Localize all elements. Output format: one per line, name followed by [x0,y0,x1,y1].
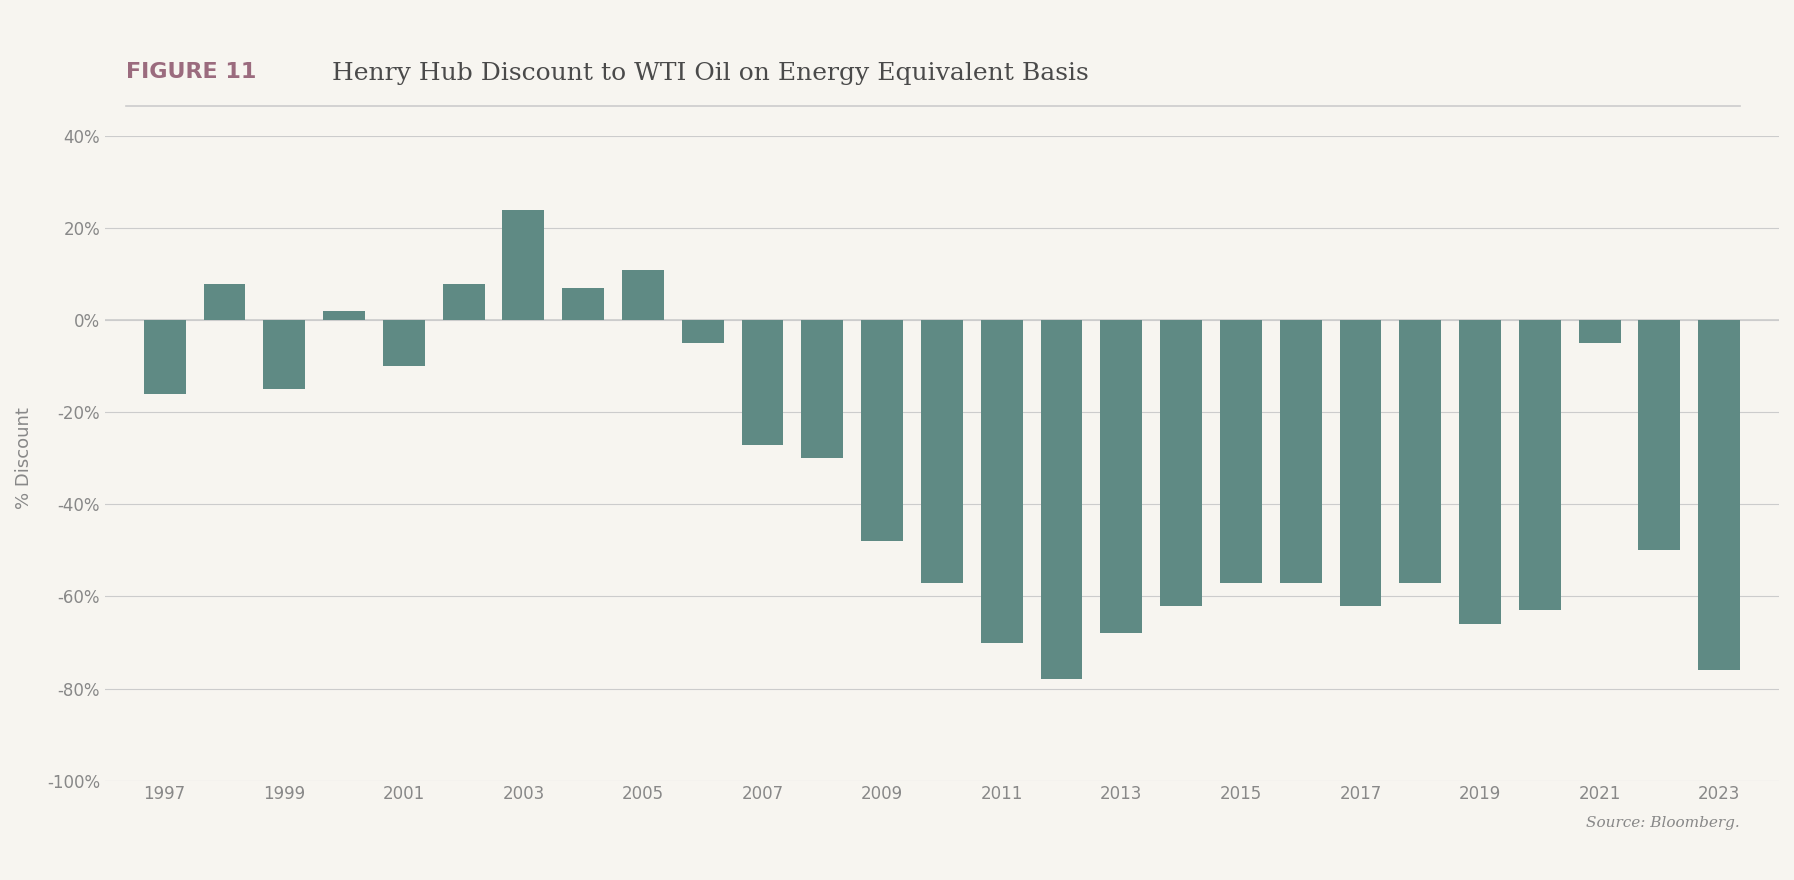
Bar [502,210,544,320]
Bar [144,320,185,394]
Bar [1279,320,1322,583]
Text: Henry Hub Discount to WTI Oil on Energy Equivalent Basis: Henry Hub Discount to WTI Oil on Energy … [332,62,1089,84]
Bar [682,320,723,343]
Bar [741,320,784,444]
Bar [981,320,1023,642]
Bar [562,289,605,320]
Bar [1399,320,1441,583]
Bar [323,312,364,320]
Bar [1579,320,1620,343]
Bar [1459,320,1502,624]
Bar [802,320,843,458]
Bar [443,283,484,320]
Bar [1520,320,1561,611]
Bar [1638,320,1681,551]
Bar [623,270,664,320]
Bar [1220,320,1261,583]
Text: Source: Bloomberg.: Source: Bloomberg. [1586,817,1740,830]
Bar [1340,320,1381,605]
Text: FIGURE 11: FIGURE 11 [126,62,257,82]
Bar [382,320,425,366]
Bar [1699,320,1740,670]
Bar [1100,320,1143,634]
Bar [861,320,902,541]
Bar [920,320,963,583]
Y-axis label: % Discount: % Discount [14,407,32,510]
Bar [1041,320,1082,679]
Bar [1161,320,1202,605]
Bar [264,320,305,390]
Bar [203,283,246,320]
